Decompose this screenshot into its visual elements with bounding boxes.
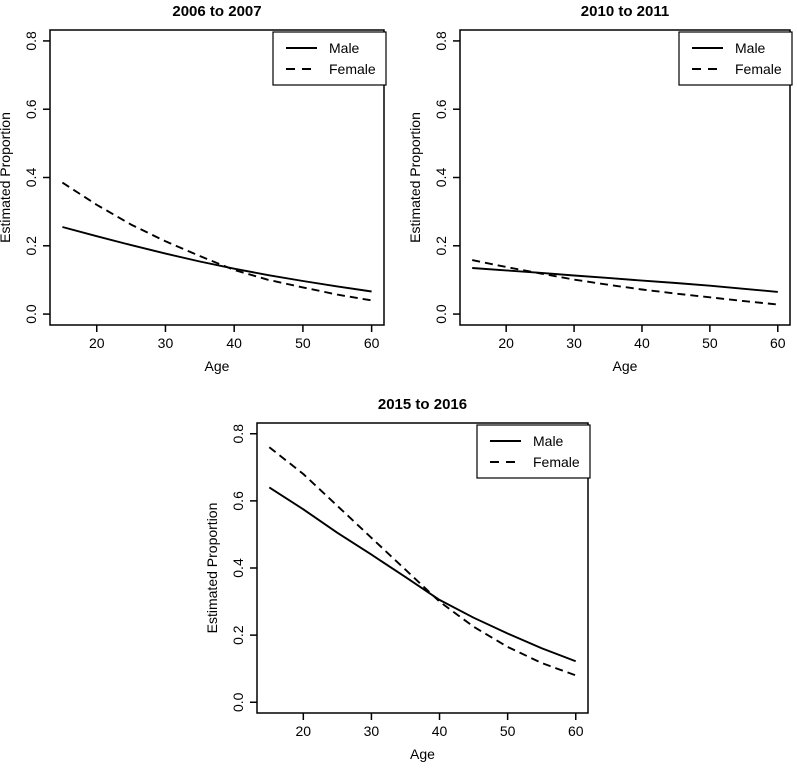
legend-box [272,31,387,86]
y-tick-label: 0.0 [23,304,39,324]
y-tick-label: 0.0 [433,304,449,324]
legend-male-label: Male [735,40,766,56]
x-axis-label: Age [410,746,435,762]
y-axis-label: Estimated Proportion [407,112,423,243]
x-axis-label: Age [205,358,230,374]
legend-box [678,31,793,86]
x-tick-label: 30 [158,335,174,351]
x-tick-label: 60 [568,723,584,739]
y-axis-label: Estimated Proportion [204,503,220,634]
chart-title: 2010 to 2011 [581,3,669,20]
chart-title: 2006 to 2007 [172,3,261,20]
legend: Male Female [678,31,793,86]
chart-svg-2: 20 30 40 50 60 0.0 0.2 0.4 0.6 0.8 2015 to 2016 Age… [204,396,591,762]
y-tick-label: 0.8 [433,31,449,51]
legend-female-label: Female [329,61,376,77]
x-tick-label: 60 [364,335,380,351]
chart-panel-2015-2016: 20 30 40 50 60 0.0 0.2 0.4 0.6 0.8 2015 to 2016 Age… [159,386,639,772]
x-tick-label: 40 [226,335,242,351]
y-tick-label: 0.2 [433,236,449,256]
x-tick-label: 40 [634,335,650,351]
y-tick-label: 0.2 [23,236,39,256]
x-tick-label: 50 [295,335,311,351]
female-line [268,446,577,677]
y-tick-label: 0.6 [230,491,246,511]
legend: Male Female [272,31,387,86]
chart-svg-1: 20 30 40 50 60 0.0 0.2 0.4 0.6 0.8 2010 to 2011 Age… [407,3,793,374]
x-tick-label: 30 [566,335,582,351]
legend-male-label: Male [533,433,564,449]
female-line [61,181,372,302]
female-line [472,259,778,306]
y-tick-label: 0.8 [230,424,246,444]
x-axis-label: Age [613,358,638,374]
x-tick-label: 40 [432,723,448,739]
legend-male-label: Male [329,40,360,56]
chart-title: 2015 to 2016 [378,396,467,413]
x-tick-label: 20 [498,335,514,351]
x-tick-label: 30 [364,723,380,739]
x-tick-label: 20 [296,723,312,739]
chart-panel-2006-2007: 20 30 40 50 60 0.0 0.2 0.4 0.6 0.8 2006 to 2007 Age… [0,0,398,391]
legend-female-label: Female [533,454,580,470]
male-line [472,267,778,293]
x-tick-label: 50 [702,335,718,351]
y-tick-label: 0.4 [230,558,246,578]
y-tick-label: 0.8 [23,31,39,51]
legend-box [476,424,591,479]
y-tick-label: 0.4 [23,168,39,188]
legend: Male Female [476,424,591,479]
y-tick-label: 0.2 [230,625,246,645]
x-tick-label: 60 [770,335,786,351]
male-line [62,226,372,293]
chart-panel-2010-2011: 20 30 40 50 60 0.0 0.2 0.4 0.6 0.8 2010 to 2011 Age… [397,0,797,391]
y-axis-label: Estimated Proportion [0,112,13,243]
male-line [268,486,577,663]
x-tick-label: 20 [89,335,105,351]
y-tick-label: 0.4 [433,168,449,188]
y-tick-label: 0.6 [433,99,449,119]
chart-svg-0: 20 30 40 50 60 0.0 0.2 0.4 0.6 0.8 2006 to 2007 Age… [0,3,387,374]
y-tick-label: 0.6 [23,99,39,119]
y-tick-label: 0.0 [230,692,246,712]
x-tick-label: 50 [500,723,516,739]
legend-female-label: Female [735,61,782,77]
